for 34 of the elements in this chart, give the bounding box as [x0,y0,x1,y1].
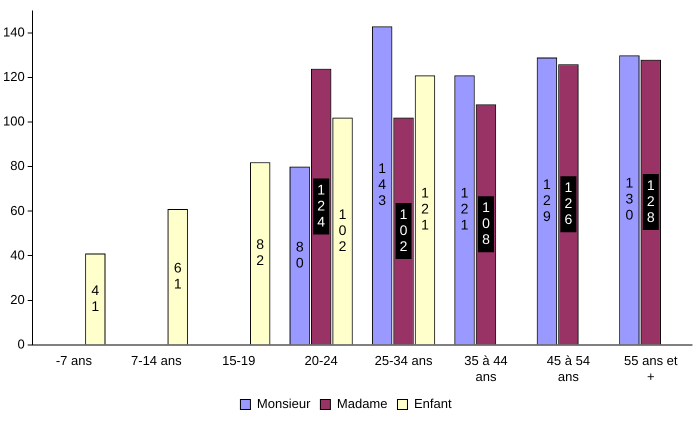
data-label: 1 2 1 [421,184,430,233]
data-label: 4 1 [91,282,100,314]
x-tick-label: 7-14 ans [131,353,182,368]
data-label: 1 3 0 [625,174,634,223]
data-label: 6 1 [174,259,182,292]
data-label: 1 2 8 [646,176,655,225]
legend-label: Madame [336,396,388,412]
x-tick-label: 45 à 54 ans [546,353,590,384]
data-label: 1 2 6 [564,179,572,228]
y-tick-label: 40 [10,247,25,262]
data-label: 8 2 [256,236,264,268]
y-tick-label: 60 [10,202,25,218]
x-tick-label: -7 ans [56,353,92,368]
x-tick-label: 25-34 ans [374,353,433,368]
legend-label: Monsieur [256,396,312,412]
data-label: 1 0 8 [482,199,490,248]
y-tick-label: 20 [10,292,25,307]
data-label: 1 2 1 [460,184,469,233]
x-tick-label: 35 à 44 ans [464,353,508,384]
x-tick-label: 20-24 [304,353,338,368]
data-label: 8 0 [296,238,304,270]
legend-label: Enfant [414,396,452,412]
y-tick-label: 0 [17,336,25,352]
x-tick-label: 15-19 [222,353,256,368]
y-tick-label: 80 [10,158,25,174]
data-label: 1 0 2 [338,206,347,254]
x-tick-label: 55 ans et + [624,353,678,384]
y-tick-label: 140 [2,24,25,40]
data-label: 1 0 2 [400,206,408,254]
y-tick-label: 100 [2,114,25,129]
data-label: 1 4 3 [378,160,386,208]
data-label: 1 2 9 [543,176,552,224]
y-tick-label: 120 [2,69,25,84]
data-label: 1 2 4 [317,181,326,230]
